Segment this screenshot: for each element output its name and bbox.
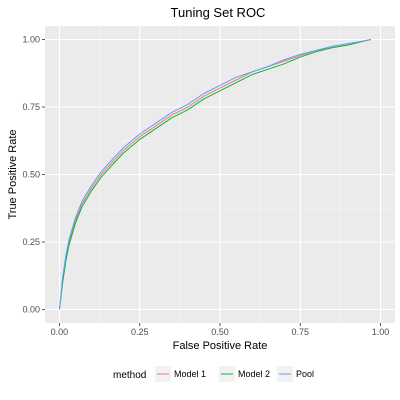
y-axis-title: True Positive Rate (7, 129, 19, 219)
y-tick-label-1: 0.25 (22, 237, 40, 247)
x-tick-label-1: 0.25 (131, 327, 149, 337)
x-axis: 0.00 0.25 0.50 0.75 1.00 (51, 323, 390, 337)
x-tick-label-4: 1.00 (372, 327, 390, 337)
x-axis-title: False Positive Rate (173, 340, 268, 352)
y-tick-label-4: 1.00 (22, 35, 40, 45)
chart-title: Tuning Set ROC (171, 5, 266, 20)
series-line-pool (58, 39, 372, 310)
series-line-model-2 (58, 39, 372, 310)
legend-title: method (113, 370, 146, 381)
x-tick-label-0: 0.00 (51, 327, 69, 337)
legend-label-model-2: Model 2 (238, 369, 270, 379)
x-tick-label-3: 0.75 (292, 327, 310, 337)
y-tick-label-2: 0.50 (22, 170, 40, 180)
y-tick-label-3: 0.75 (22, 102, 40, 112)
y-axis: 0.00 0.25 0.50 0.75 1.00 (22, 35, 45, 315)
legend: method Model 1 Model 2 Pool (113, 366, 314, 382)
legend-label-model-1: Model 1 (174, 369, 206, 379)
legend-label-pool: Pool (296, 369, 314, 379)
x-tick-label-2: 0.50 (211, 327, 229, 337)
y-tick-label-0: 0.00 (22, 305, 40, 315)
grid-major (45, 26, 395, 323)
series-lines (58, 39, 372, 310)
